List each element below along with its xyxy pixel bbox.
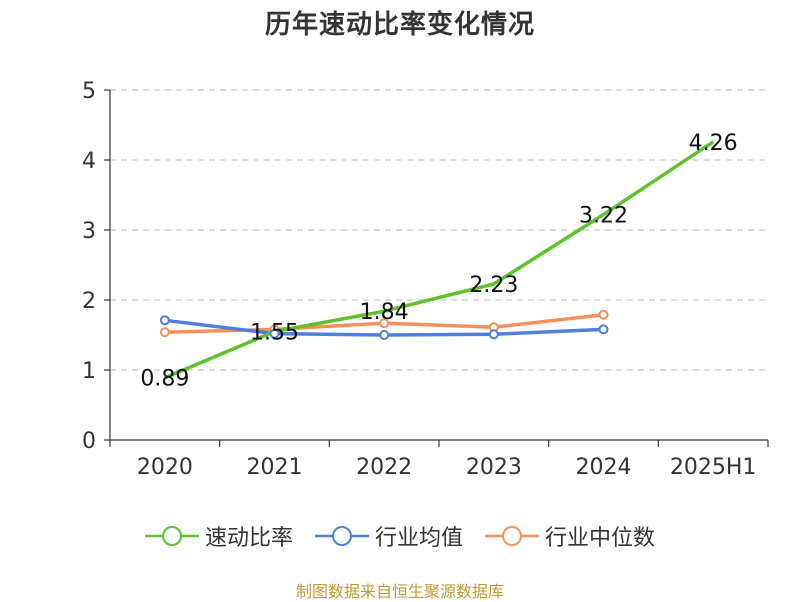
legend-swatch-industry-mean bbox=[314, 526, 369, 546]
y-tick-label: 2 bbox=[82, 289, 96, 314]
series-point-2 bbox=[379, 318, 390, 329]
legend-item-industry-mean[interactable]: 行业均值 bbox=[314, 520, 463, 552]
series-point-2 bbox=[159, 327, 170, 338]
legend-swatch-industry-median bbox=[485, 526, 539, 546]
data-label: 2.23 bbox=[469, 273, 518, 298]
x-tick-label: 2023 bbox=[466, 455, 522, 480]
legend-label-industry-median: 行业中位数 bbox=[545, 526, 656, 551]
data-label: 1.84 bbox=[360, 300, 409, 325]
source-note: 制图数据来自恒生聚源数据库 bbox=[295, 582, 504, 601]
x-tick-label: 2022 bbox=[356, 455, 412, 480]
y-tick-label: 1 bbox=[82, 359, 96, 384]
y-tick-label: 4 bbox=[82, 149, 96, 174]
legend-swatch-quick-ratio bbox=[144, 526, 199, 546]
series-point-1 bbox=[159, 315, 170, 326]
data-label: 1.55 bbox=[250, 321, 299, 346]
legend-item-quick-ratio[interactable]: 速动比率 bbox=[144, 520, 293, 552]
legend-label-industry-mean: 行业均值 bbox=[374, 526, 463, 551]
legend: 速动比率 行业均值 行业中位数 bbox=[0, 518, 800, 554]
series-point-1 bbox=[269, 328, 280, 339]
x-tick-label: 2021 bbox=[247, 455, 303, 480]
series-point-1 bbox=[379, 330, 390, 340]
data-label: 4.26 bbox=[689, 131, 738, 156]
series-point-2 bbox=[598, 309, 609, 320]
series-point-1 bbox=[598, 324, 609, 335]
series-point-1 bbox=[488, 329, 499, 340]
data-label: 3.22 bbox=[579, 204, 628, 229]
y-tick-label: 3 bbox=[82, 219, 96, 244]
x-tick-label: 2020 bbox=[137, 455, 193, 480]
legend-label-quick-ratio: 速动比率 bbox=[204, 526, 293, 551]
legend-item-industry-median[interactable]: 行业中位数 bbox=[485, 520, 655, 552]
y-tick-label: 0 bbox=[82, 429, 96, 454]
x-tick-label: 2025H1 bbox=[670, 455, 757, 480]
x-tick-label: 2024 bbox=[576, 455, 632, 480]
y-tick-label: 5 bbox=[82, 79, 96, 104]
series-line-0 bbox=[164, 140, 715, 380]
data-label: 0.89 bbox=[140, 367, 189, 392]
chart-title: 历年速动比率变化情况 bbox=[264, 10, 535, 40]
